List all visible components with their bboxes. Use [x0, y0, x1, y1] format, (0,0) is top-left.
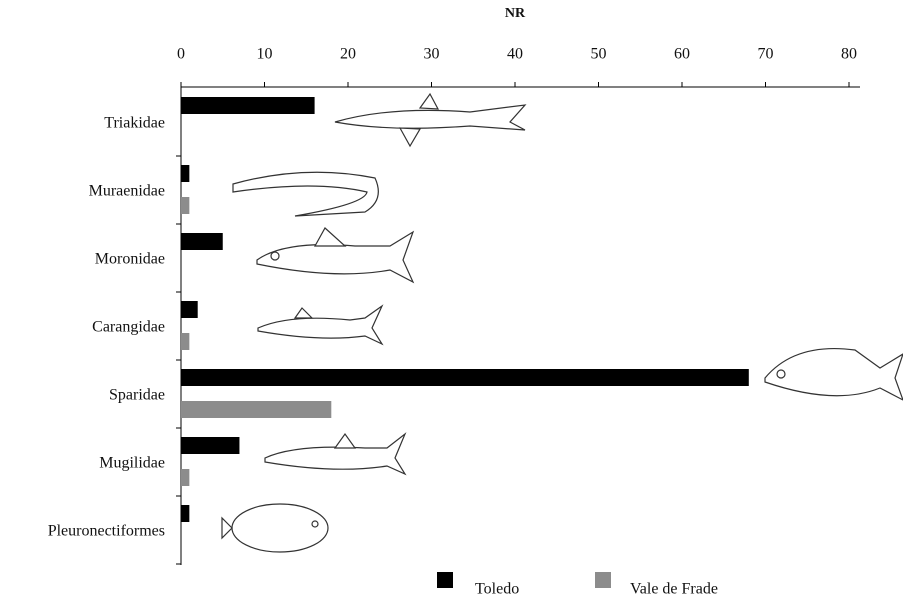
x-tick-label: 50	[591, 46, 607, 63]
y-tick-label: Muraenidae	[89, 183, 165, 200]
bar	[181, 301, 198, 318]
x-tick-label: 0	[177, 46, 185, 63]
bar	[181, 233, 223, 250]
bar	[181, 469, 189, 486]
x-tick-label: 60	[674, 46, 690, 63]
x-tick-label: 80	[841, 46, 857, 63]
flatfish-drawing	[222, 504, 328, 552]
x-tick-label: 40	[507, 46, 523, 63]
bar	[181, 165, 189, 182]
y-tick-label: Moronidae	[95, 251, 165, 268]
bar	[181, 369, 749, 386]
sparid-drawing	[765, 349, 903, 400]
x-tick-label: 70	[758, 46, 774, 63]
eel-drawing	[233, 172, 378, 216]
legend-label: Vale de Frade	[630, 581, 718, 598]
legend-swatch	[437, 572, 453, 588]
bar	[181, 401, 331, 418]
mullet-drawing	[265, 434, 405, 474]
x-tick-label: 10	[257, 46, 273, 63]
page: {"chart_data": {"type": "bar", "orientat…	[0, 0, 903, 603]
chart: NR Toledo Vale de Frade 0 10 20 30 40 50 60 70 8…	[0, 0, 903, 603]
carangid-drawing	[258, 306, 382, 344]
legend-swatch	[595, 572, 611, 588]
axis-title: NR	[505, 6, 526, 21]
y-tick-label: Sparidae	[109, 387, 165, 404]
bass-drawing	[257, 228, 413, 282]
y-tick-label: Mugilidae	[99, 455, 165, 472]
bar	[181, 197, 189, 214]
fish-illustrations	[222, 94, 903, 552]
legend-label: Toledo	[475, 581, 519, 598]
bar	[181, 97, 315, 114]
x-tick-label: 20	[340, 46, 356, 63]
y-tick-label: Pleuronectiformes	[48, 523, 165, 540]
y-tick-label: Carangidae	[92, 319, 165, 336]
bar	[181, 333, 189, 350]
shark-drawing	[335, 94, 525, 146]
x-tick-label: 30	[424, 46, 440, 63]
bar	[181, 437, 239, 454]
y-tick-label: Triakidae	[104, 115, 165, 132]
bar	[181, 505, 189, 522]
